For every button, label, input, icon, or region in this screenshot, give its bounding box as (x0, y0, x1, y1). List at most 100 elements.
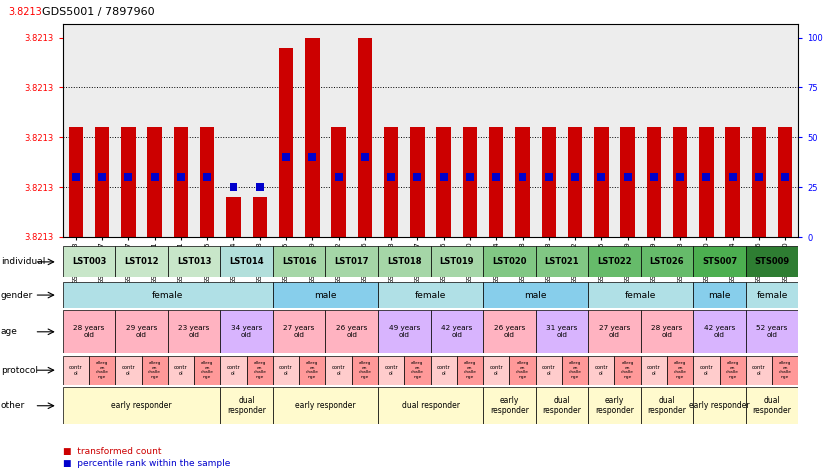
Text: 28 years
old: 28 years old (74, 325, 104, 338)
Bar (227, 197, 241, 237)
Bar (69, 128, 83, 237)
Bar (325, 310, 378, 353)
Text: allerg
en
challe
nge: allerg en challe nge (516, 361, 529, 379)
Bar (308, 153, 316, 161)
Bar (640, 24, 667, 237)
Text: 49 years
old: 49 years old (389, 325, 420, 338)
Bar (483, 310, 536, 353)
Text: 34 years
old: 34 years old (231, 325, 263, 338)
Text: contr
ol: contr ol (436, 365, 451, 375)
Bar (509, 24, 536, 237)
Bar (150, 173, 159, 181)
Text: allerg
en
challe
nge: allerg en challe nge (411, 361, 424, 379)
Bar (772, 24, 798, 237)
Bar (273, 282, 378, 308)
Bar (247, 24, 273, 237)
Text: allerg
en
challe
nge: allerg en challe nge (148, 361, 161, 379)
Bar (778, 128, 793, 237)
Text: contr
ol: contr ol (647, 365, 660, 375)
Bar (378, 356, 405, 385)
Text: contr
ol: contr ol (279, 365, 293, 375)
Text: male: male (708, 291, 731, 300)
Bar (378, 310, 431, 353)
Bar (252, 197, 267, 237)
Bar (483, 356, 509, 385)
Text: allerg
en
challe
nge: allerg en challe nge (779, 361, 792, 379)
Bar (509, 356, 536, 385)
Bar (221, 356, 247, 385)
Text: 42 years
old: 42 years old (704, 325, 735, 338)
Bar (667, 356, 693, 385)
Bar (168, 356, 194, 385)
Text: male: male (314, 291, 337, 300)
Bar (589, 246, 640, 277)
Text: contr
ol: contr ol (332, 365, 345, 375)
Bar (410, 128, 425, 237)
Bar (536, 24, 562, 237)
Text: protocol: protocol (1, 366, 38, 374)
Bar (378, 246, 431, 277)
Text: 26 years
old: 26 years old (494, 325, 525, 338)
Text: early
responder: early responder (595, 396, 634, 415)
Bar (221, 246, 273, 277)
Bar (515, 128, 530, 237)
Bar (273, 356, 299, 385)
Bar (256, 183, 263, 191)
Bar (562, 24, 589, 237)
Bar (518, 173, 527, 181)
Text: 27 years
old: 27 years old (283, 325, 315, 338)
Bar (352, 24, 378, 237)
Bar (755, 173, 763, 181)
Bar (168, 246, 221, 277)
Bar (594, 128, 609, 237)
Bar (431, 356, 456, 385)
Text: dual responder: dual responder (401, 401, 460, 410)
Bar (230, 183, 237, 191)
Bar (63, 356, 89, 385)
Bar (752, 128, 766, 237)
Text: LST019: LST019 (440, 257, 474, 266)
Bar (247, 356, 273, 385)
Text: contr
ol: contr ol (227, 365, 241, 375)
Bar (589, 282, 693, 308)
Bar (121, 128, 135, 237)
Bar (147, 128, 162, 237)
Bar (489, 128, 503, 237)
Text: 23 years
old: 23 years old (178, 325, 210, 338)
Bar (598, 173, 605, 181)
Bar (203, 173, 212, 181)
Bar (352, 356, 378, 385)
Text: contr
ol: contr ol (69, 365, 83, 375)
Bar (174, 128, 188, 237)
Bar (94, 128, 110, 237)
Bar (693, 356, 720, 385)
Bar (89, 356, 115, 385)
Text: 26 years
old: 26 years old (336, 325, 367, 338)
Bar (624, 173, 631, 181)
Bar (647, 128, 661, 237)
Bar (614, 24, 640, 237)
Bar (431, 246, 483, 277)
Bar (63, 24, 89, 237)
Text: ■  percentile rank within the sample: ■ percentile rank within the sample (63, 459, 230, 467)
Bar (483, 387, 536, 424)
Text: early
responder: early responder (490, 396, 529, 415)
Bar (405, 24, 431, 237)
Text: allerg
en
challe
nge: allerg en challe nge (463, 361, 477, 379)
Bar (63, 246, 115, 277)
Bar (492, 173, 500, 181)
Bar (221, 310, 273, 353)
Bar (440, 173, 447, 181)
Text: dual
responder: dual responder (543, 396, 581, 415)
Bar (378, 387, 483, 424)
Bar (141, 24, 168, 237)
Bar (772, 356, 798, 385)
Bar (699, 128, 714, 237)
Bar (384, 128, 398, 237)
Text: contr
ol: contr ol (174, 365, 188, 375)
Text: male: male (524, 291, 547, 300)
Text: LST017: LST017 (334, 257, 369, 266)
Bar (667, 24, 693, 237)
Bar (466, 173, 474, 181)
Text: other: other (1, 401, 25, 410)
